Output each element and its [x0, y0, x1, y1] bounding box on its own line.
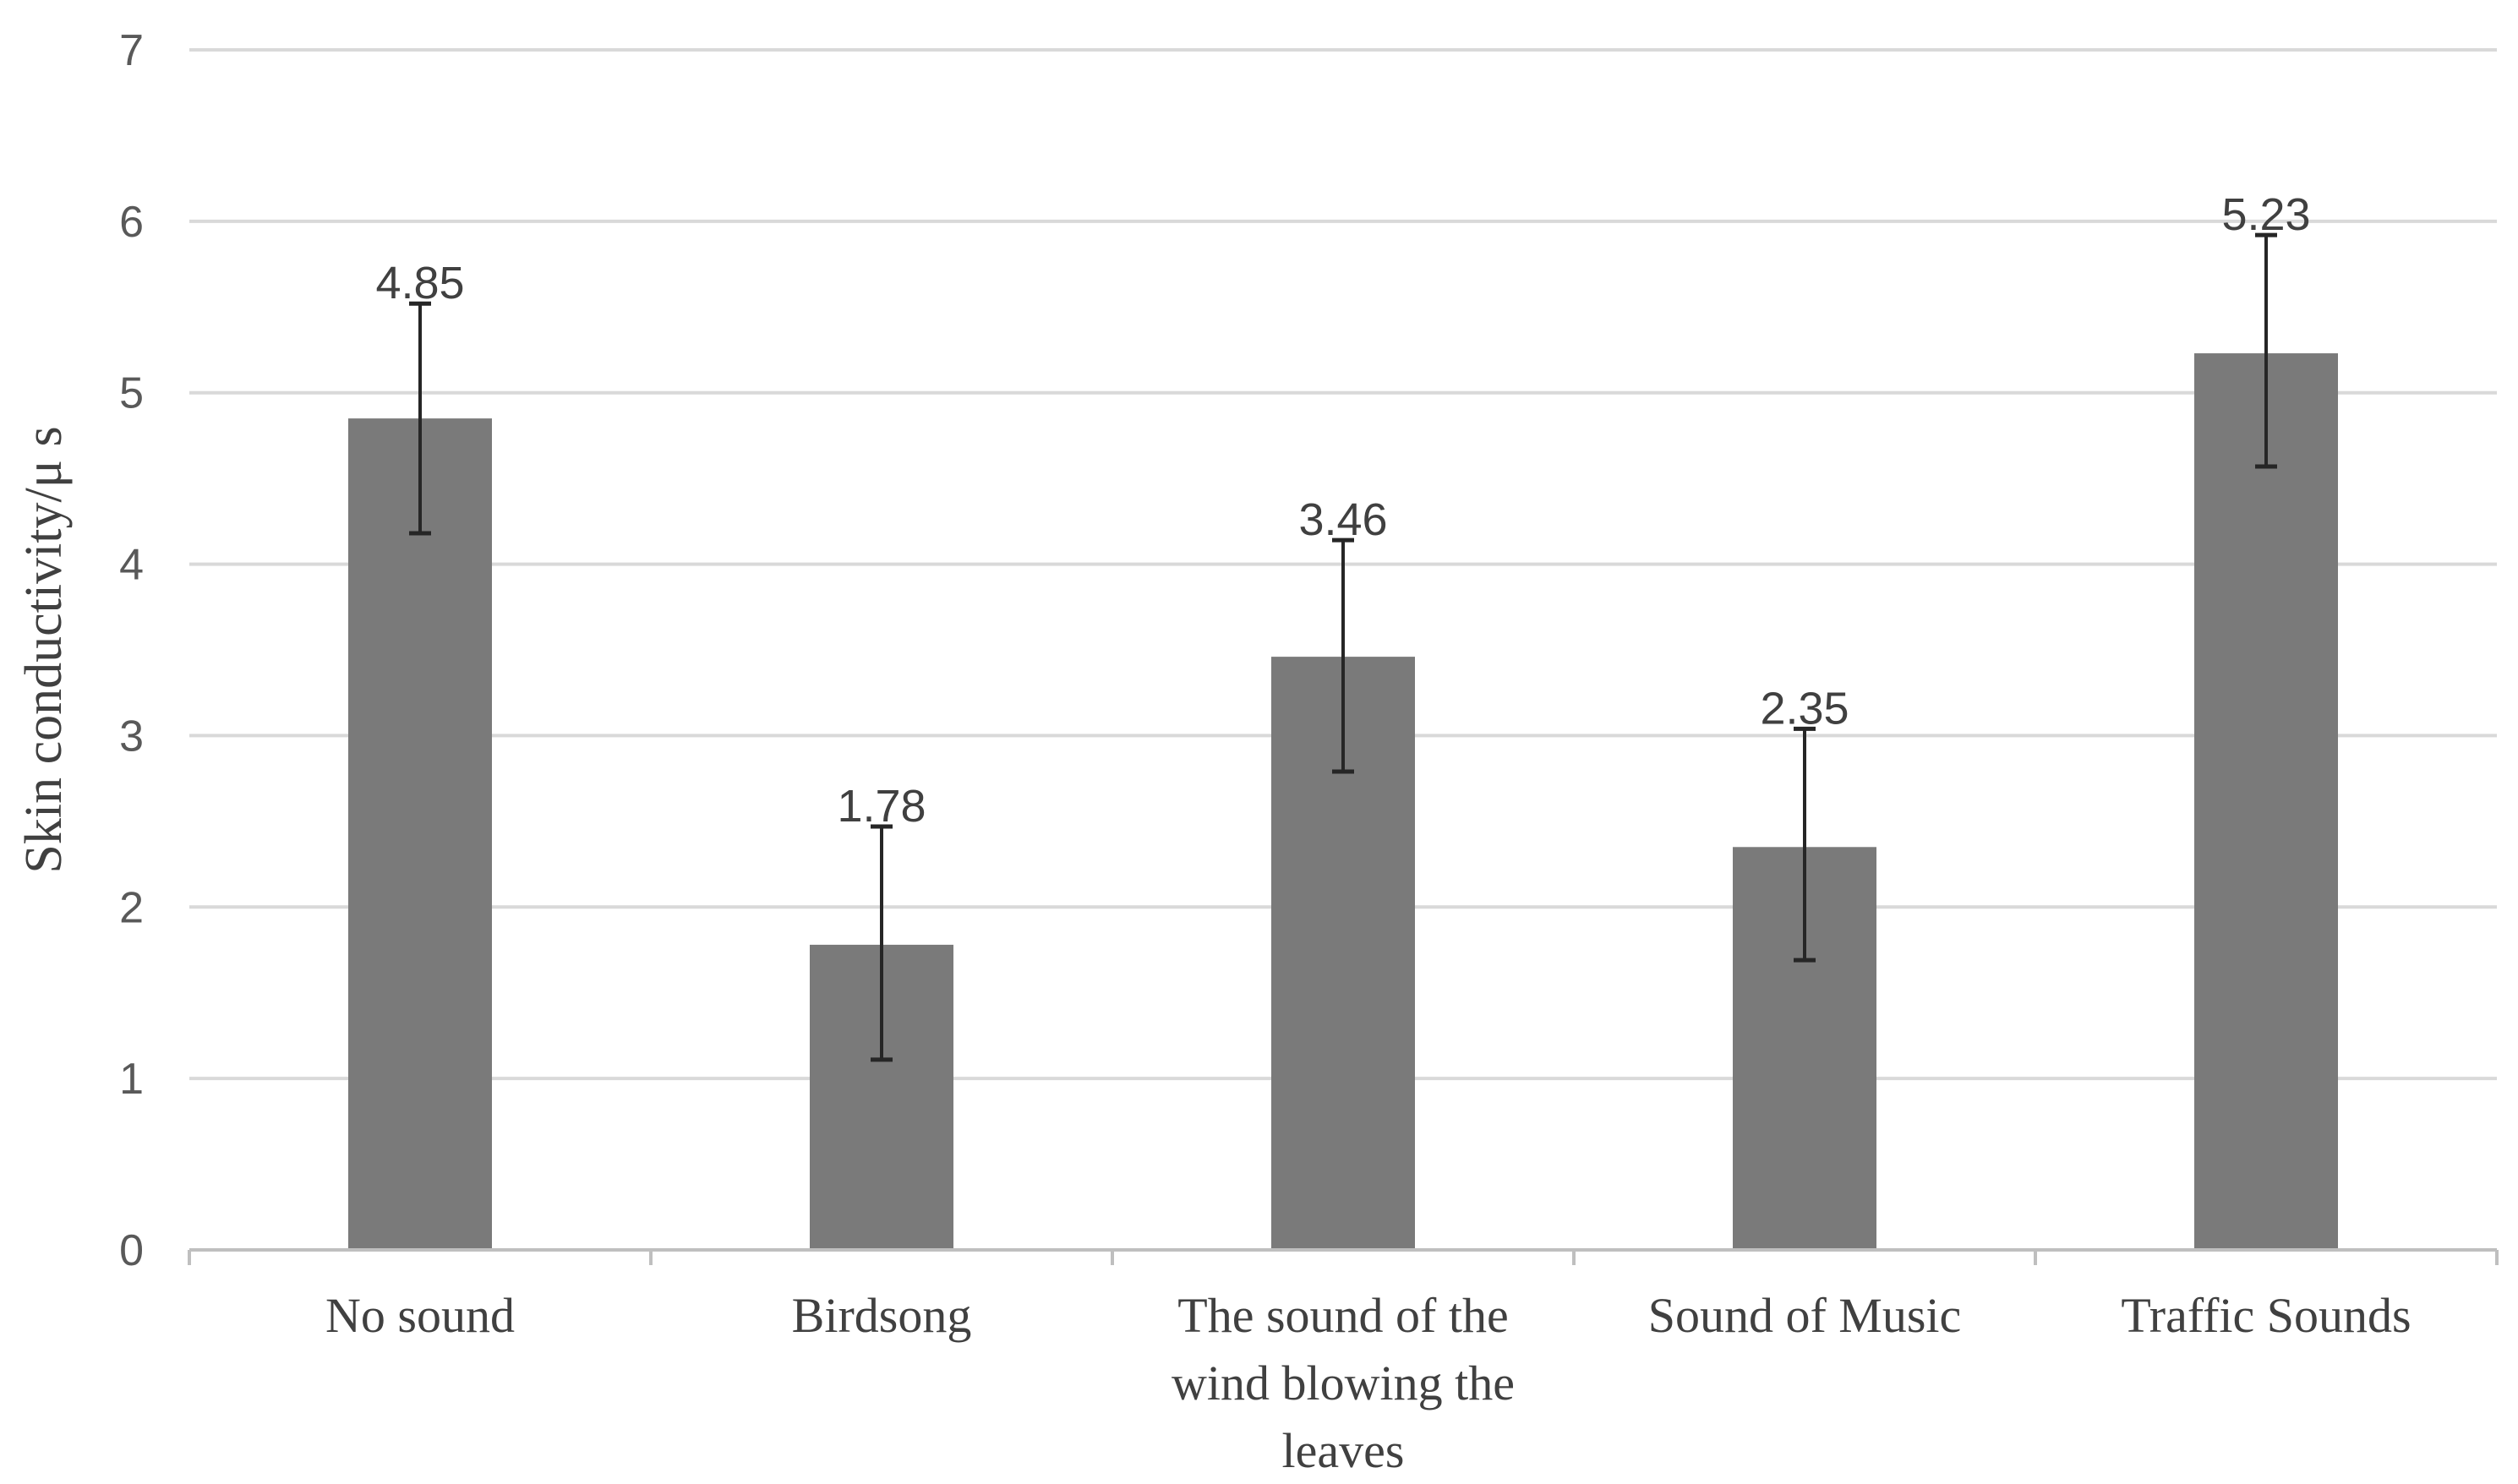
y-tick-label: 5 [119, 369, 144, 418]
axes [188, 1248, 2499, 1265]
y-tick-label: 1 [119, 1055, 144, 1104]
y-tick-label: 6 [119, 198, 144, 247]
data-label: 5.23 [2221, 189, 2310, 240]
x-tick-label: The sound of the [1177, 1288, 1508, 1343]
bars [348, 353, 2338, 1251]
y-tick-label: 2 [119, 883, 144, 932]
x-tick-label: wind blowing the [1172, 1356, 1515, 1410]
data-label: 4.85 [375, 258, 464, 308]
data-label: 2.35 [1760, 683, 1849, 734]
x-tick-label: No sound [325, 1288, 515, 1343]
data-label: 3.46 [1298, 494, 1387, 545]
x-tick-label: Sound of Music [1648, 1288, 1962, 1343]
y-axis-title: Skin conductivity/μ s [15, 426, 73, 873]
bar [348, 418, 492, 1251]
labels: 0 1 2 3 4 5 6 7 4.85 No sound 1.78 Birdsong 3.46 The … [15, 26, 2411, 1478]
bar [2194, 353, 2338, 1250]
y-tick-label: 3 [119, 712, 144, 761]
error-bars [409, 232, 2277, 1062]
x-tick-label: Birdsong [792, 1288, 972, 1343]
x-tick-label: Traffic Sounds [2121, 1288, 2411, 1343]
x-tick-label: leaves [1282, 1423, 1405, 1478]
y-tick-label: 0 [119, 1226, 144, 1275]
y-tick-label: 4 [119, 541, 144, 590]
data-label: 1.78 [837, 781, 926, 832]
y-tick-label: 7 [119, 26, 144, 75]
